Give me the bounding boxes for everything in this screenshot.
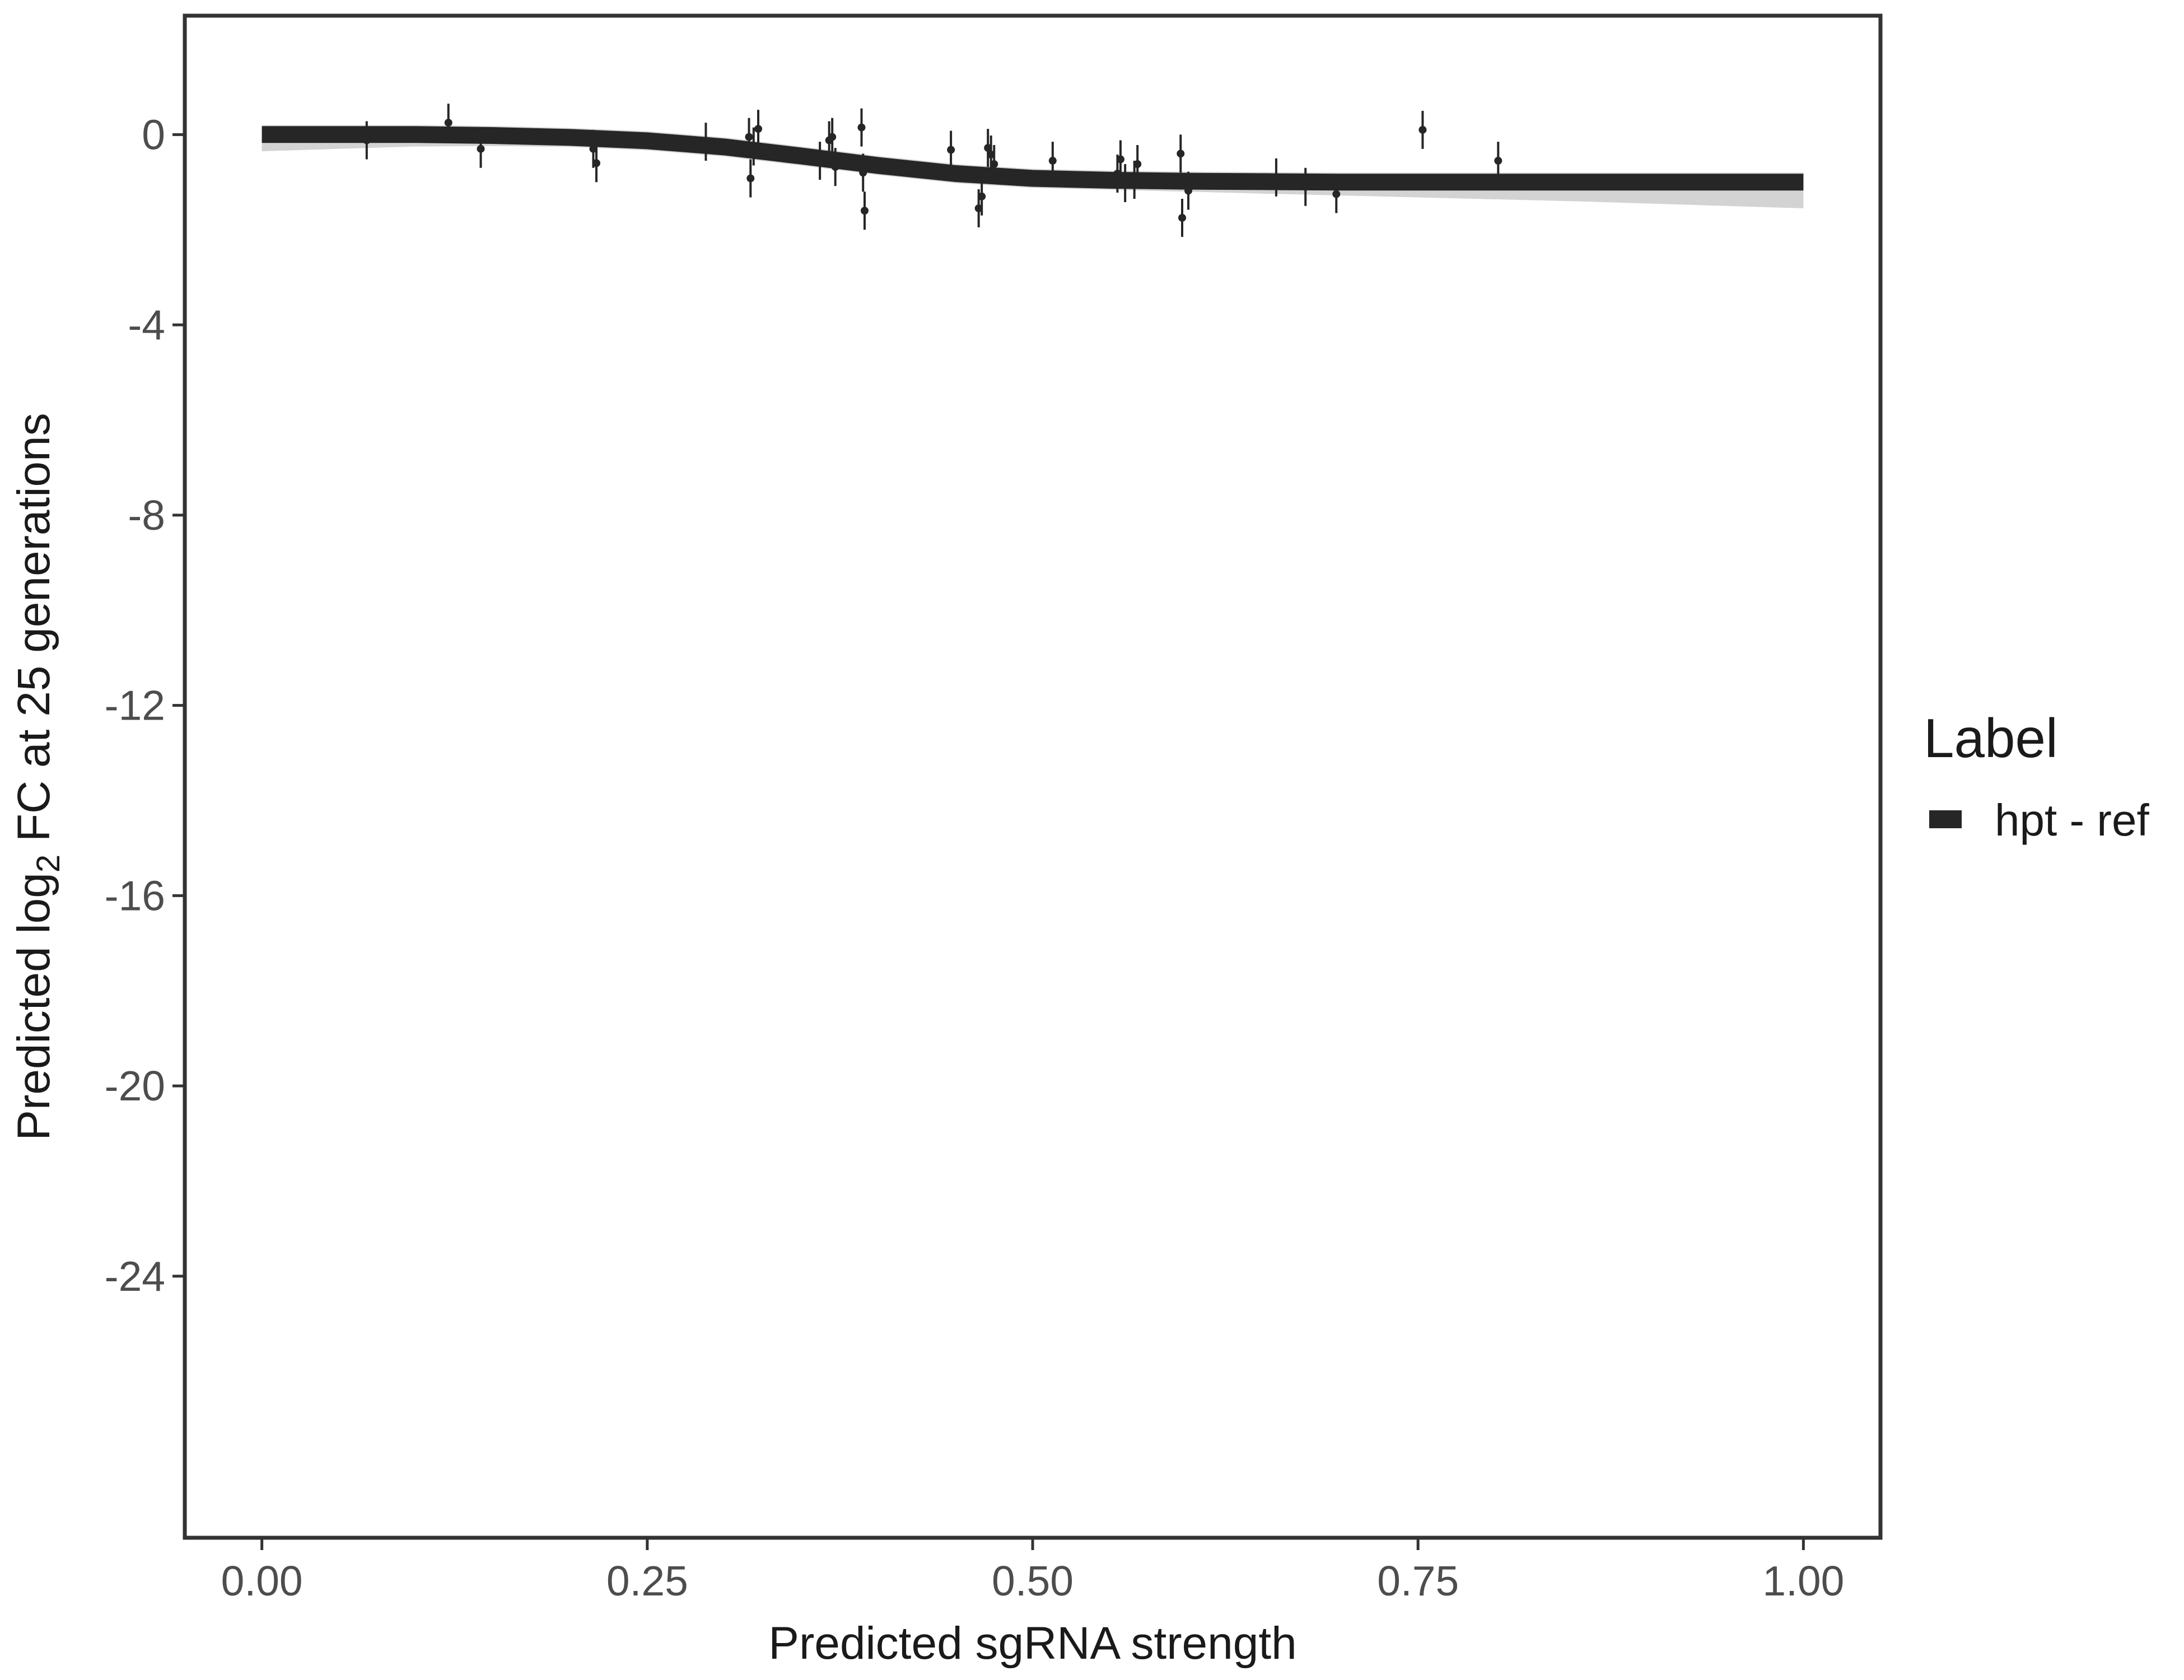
data-point xyxy=(746,174,755,183)
x-tick-label: 1.00 xyxy=(1762,1557,1844,1604)
y-axis-title-subscript: 2 xyxy=(30,855,67,872)
y-tick-label: 0 xyxy=(142,111,165,158)
data-point xyxy=(1133,160,1142,169)
data-point xyxy=(1332,190,1341,198)
x-tick-label: 0.25 xyxy=(606,1557,688,1604)
data-point xyxy=(990,160,998,169)
legend: Label hpt - ref xyxy=(1924,707,2149,845)
data-point xyxy=(1272,173,1280,181)
x-axis: 0.00 0.25 0.50 0.75 1.00 xyxy=(221,1539,1844,1604)
data-point xyxy=(702,138,710,146)
x-tick-label: 0.50 xyxy=(992,1557,1074,1604)
x-axis-title: Predicted sgRNA strength xyxy=(768,1618,1296,1669)
x-tick-label: 0.00 xyxy=(221,1557,303,1604)
data-point xyxy=(477,144,485,153)
y-tick-label: -4 xyxy=(128,301,165,348)
data-point xyxy=(592,159,600,167)
data-point xyxy=(1178,213,1187,222)
data-point xyxy=(1184,186,1193,195)
data-point xyxy=(1177,150,1185,158)
data-point xyxy=(1121,179,1130,187)
data-point xyxy=(987,151,995,159)
data-point xyxy=(816,157,824,165)
y-tick-label: -16 xyxy=(105,872,165,919)
legend-title: Label xyxy=(1924,707,2058,769)
data-point xyxy=(444,119,452,127)
data-point xyxy=(1113,169,1122,178)
plot-panel-border xyxy=(183,13,1883,1540)
y-tick-label: -12 xyxy=(105,682,165,729)
y-tick-label: -8 xyxy=(128,492,165,539)
data-point xyxy=(978,192,986,200)
fit-curve-layer xyxy=(262,126,1804,191)
data-point xyxy=(831,163,839,171)
data-point xyxy=(749,142,758,151)
data-point xyxy=(1048,157,1057,165)
data-point xyxy=(1494,157,1502,165)
data-point xyxy=(1130,176,1138,184)
data-point xyxy=(860,207,869,215)
data-point xyxy=(589,144,598,153)
data-point xyxy=(857,123,866,132)
data-point xyxy=(984,144,992,152)
data-point xyxy=(828,133,837,141)
data-point xyxy=(745,133,753,141)
legend-label-hpt-ref: hpt - ref xyxy=(1995,795,2149,845)
data-point xyxy=(362,136,371,144)
y-axis: 0 -4 -8 -12 -16 -20 -24 xyxy=(105,111,183,1300)
y-axis-title-prefix: Predicted log xyxy=(8,872,59,1141)
x-tick-label: 0.75 xyxy=(1377,1557,1459,1604)
legend-key-hpt-ref xyxy=(1929,810,1962,828)
y-tick-label: -20 xyxy=(105,1062,165,1109)
data-points xyxy=(362,104,1502,237)
y-axis-title: Predicted log2 FC at 25 generations xyxy=(8,413,67,1140)
y-axis-title-suffix: FC at 25 generations xyxy=(8,413,59,855)
y-tick-label: -24 xyxy=(105,1253,165,1300)
fit-curve-line xyxy=(262,126,1804,191)
data-point xyxy=(754,125,763,133)
data-point xyxy=(1301,183,1310,191)
data-point xyxy=(1418,125,1427,134)
data-point xyxy=(1116,155,1124,164)
data-point xyxy=(859,169,867,177)
data-point xyxy=(974,204,983,212)
data-point xyxy=(947,146,955,154)
